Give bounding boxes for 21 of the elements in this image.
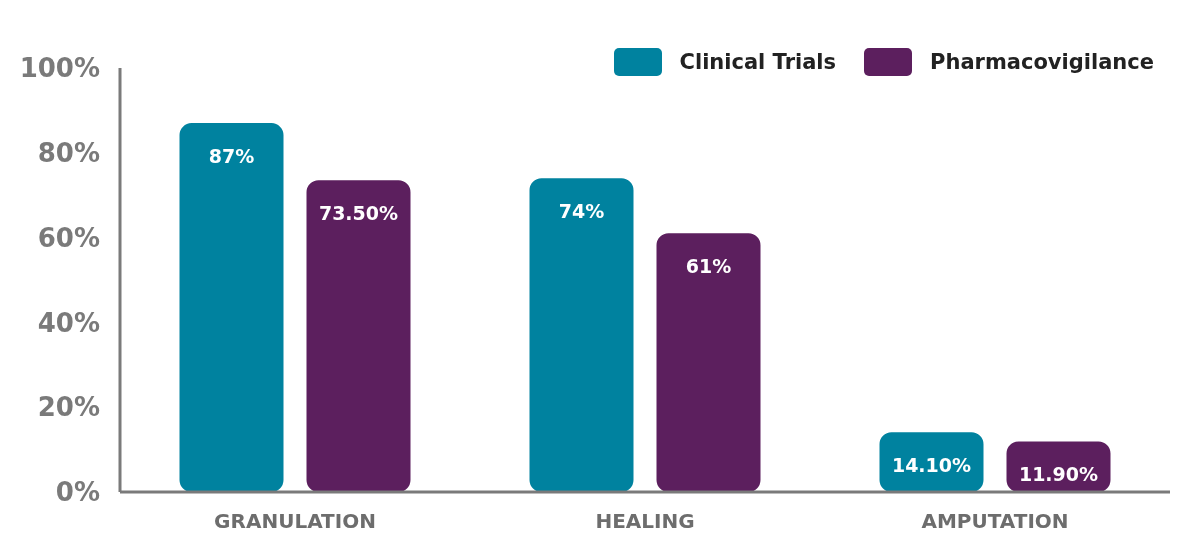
legend-label: Pharmacovigilance — [930, 50, 1154, 74]
y-tick-label: 60% — [37, 222, 100, 253]
bar — [529, 178, 634, 492]
data-label: 87% — [208, 144, 255, 167]
y-tick-label: 0% — [55, 477, 100, 508]
y-tick-label: 20% — [37, 392, 100, 423]
y-tick-label: 80% — [37, 138, 100, 169]
data-label: 73.50% — [318, 201, 399, 224]
data-label: 11.90% — [1018, 463, 1099, 486]
x-tick-label: AMPUTATION — [921, 509, 1069, 534]
data-label: 61% — [685, 254, 732, 277]
y-tick-label: 40% — [37, 307, 100, 338]
bar — [306, 180, 411, 492]
bar — [656, 233, 761, 492]
legend-label: Clinical Trials — [679, 50, 837, 74]
bar — [179, 123, 284, 492]
x-tick-label: HEALING — [595, 509, 695, 534]
y-tick-label: 100% — [19, 53, 100, 84]
data-label: 14.10% — [891, 453, 972, 476]
data-label: 74% — [558, 199, 605, 222]
x-tick-label: GRANULATION — [214, 509, 376, 534]
